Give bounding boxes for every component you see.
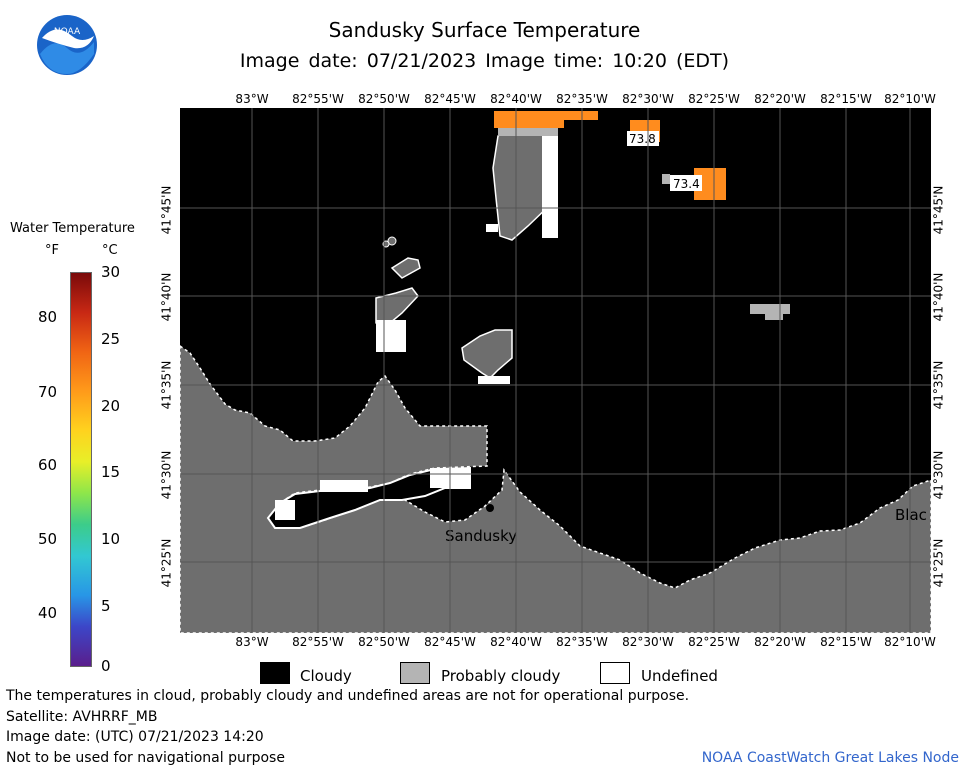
lat-label: 41°35'N — [931, 360, 946, 410]
lon-label: 83°W — [235, 92, 269, 106]
lon-label: 83°W — [235, 635, 269, 649]
cb-tick-c: 20 — [101, 397, 121, 415]
legend-swatch-undefined — [600, 662, 630, 684]
probably-cloudy-patch — [498, 128, 558, 136]
lon-label: 82°10'W — [884, 92, 936, 106]
lon-label: 82°50'W — [358, 635, 410, 649]
page-title: Sandusky Surface Temperature — [328, 18, 641, 42]
undefined-patch — [376, 320, 406, 352]
graticule — [180, 108, 931, 633]
city-marker — [892, 491, 900, 499]
cb-tick-c: 5 — [101, 597, 111, 615]
lon-label: 82°10'W — [884, 635, 936, 649]
island-south-bass — [461, 329, 513, 379]
cb-tick-f: 60 — [38, 456, 58, 474]
colorbar-title: Water Temperature — [10, 221, 135, 236]
lon-label: 82°15'W — [820, 92, 872, 106]
lat-label: 41°25'N — [159, 538, 174, 588]
temp-label-bg — [670, 175, 702, 191]
lat-label: 41°30'N — [931, 450, 946, 500]
footer-navigation: Not to be used for navigational purpose — [6, 750, 285, 766]
undefined-patch — [486, 224, 498, 232]
cb-tick-f: 40 — [38, 604, 58, 622]
lon-label: 82°40'W — [490, 635, 542, 649]
lon-label: 82°45'W — [424, 635, 476, 649]
warm-patch — [494, 118, 564, 128]
legend-label: Probably cloudy — [441, 667, 561, 685]
lon-label: 82°15'W — [820, 635, 872, 649]
cb-tick-c: 15 — [101, 463, 121, 481]
lon-label: 82°35'W — [556, 635, 608, 649]
colorbar-unit-c: °C — [102, 243, 118, 258]
temp-label: 73.4 — [673, 177, 700, 191]
cb-tick-f: 50 — [38, 530, 58, 548]
undefined-patch — [320, 480, 368, 492]
legend-swatch-cloudy — [260, 662, 290, 684]
lon-label: 82°40'W — [490, 92, 542, 106]
probably-cloudy-patch — [662, 174, 670, 184]
cb-tick-c: 10 — [101, 530, 121, 548]
colorbar-unit-f: °F — [45, 243, 59, 258]
lat-label: 41°40'N — [931, 272, 946, 322]
footer-image-date: Image date: (UTC) 07/21/2023 14:20 — [6, 729, 264, 745]
cb-tick-c: 30 — [101, 263, 121, 281]
temp-label: 73.8 — [629, 132, 656, 146]
lon-label: 82°35'W — [556, 92, 608, 106]
lon-label: 82°30'W — [622, 92, 674, 106]
cb-tick-c: 25 — [101, 330, 121, 348]
lon-label: 82°50'W — [358, 92, 410, 106]
lat-label: 41°35'N — [159, 360, 174, 410]
legend-label: Undefined — [641, 667, 718, 685]
lon-label: 82°20'W — [754, 92, 806, 106]
footer-disclaimer: The temperatures in cloud, probably clou… — [6, 688, 690, 704]
lon-label: 82°45'W — [424, 92, 476, 106]
undefined-patch — [478, 376, 510, 384]
footer-satellite: Satellite: AVHRRF_MB — [6, 709, 158, 725]
noaa-logo: NOAA — [37, 15, 97, 75]
lon-label: 82°55'W — [292, 92, 344, 106]
lat-label: 41°25'N — [931, 538, 946, 588]
lon-label: 82°30'W — [622, 635, 674, 649]
page-subtitle: Image date: 07/21/2023 Image time: 10:20… — [239, 50, 730, 72]
legend-label: Cloudy — [300, 667, 352, 685]
legend-swatch-probably-cloudy — [400, 662, 430, 684]
cb-tick-f: 80 — [38, 308, 58, 326]
temp-label-bg — [627, 131, 659, 146]
colorbar — [70, 272, 92, 667]
undefined-patch — [542, 136, 558, 238]
lon-label: 82°55'W — [292, 635, 344, 649]
place-label-sandusky: Sandusky — [445, 527, 517, 545]
land-mainland — [180, 345, 931, 633]
cb-tick-f: 70 — [38, 383, 58, 401]
cb-tick-c: 0 — [101, 657, 111, 675]
lon-label: 82°20'W — [754, 635, 806, 649]
lat-label: 41°40'N — [159, 272, 174, 322]
lat-label: 41°30'N — [159, 450, 174, 500]
lon-label: 82°25'W — [688, 92, 740, 106]
lon-label: 82°25'W — [688, 635, 740, 649]
city-marker — [486, 504, 494, 512]
island-small — [390, 257, 421, 279]
probably-cloudy-patch — [750, 304, 790, 314]
sst-map: 73.8 73.4 Sandusky Blac — [180, 108, 931, 633]
warm-patch — [494, 111, 598, 120]
probably-cloudy-patch — [765, 312, 783, 320]
logo-text: NOAA — [54, 27, 81, 37]
undefined-patch — [275, 500, 295, 520]
lat-label: 41°45'N — [159, 185, 174, 235]
footer-credit: NOAA CoastWatch Great Lakes Node — [701, 750, 959, 766]
lat-label: 41°45'N — [931, 185, 946, 235]
place-label-blac: Blac — [895, 506, 927, 524]
